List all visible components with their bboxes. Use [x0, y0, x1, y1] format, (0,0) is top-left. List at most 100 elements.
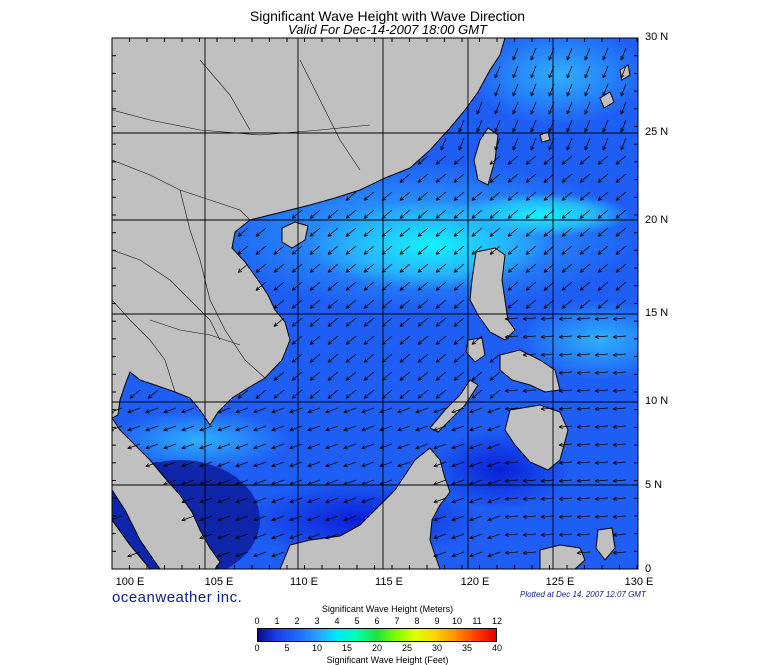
wave-arrow: [199, 479, 213, 485]
wave-arrowhead: [507, 304, 511, 309]
wave-arrow: [559, 389, 573, 392]
wave-arrowhead: [453, 250, 457, 255]
wave-arrowhead: [255, 252, 261, 255]
wave-arrowhead: [417, 306, 423, 309]
wave-arrowhead: [489, 394, 493, 399]
wave-arrow: [433, 443, 447, 449]
wave-arrowhead: [525, 270, 531, 273]
wave-arrowhead: [469, 499, 473, 503]
wave-arrow: [361, 479, 375, 485]
wave-arrowhead: [397, 463, 401, 467]
wave-arrowhead: [345, 268, 349, 273]
wave-arrowhead: [576, 406, 581, 410]
wave-arrowhead: [504, 478, 509, 482]
wave-arrow: [620, 119, 627, 133]
wave-arrow: [345, 227, 357, 237]
wave-arrow: [489, 227, 501, 237]
wave-arrowhead: [217, 445, 221, 449]
wave-arrowhead: [525, 252, 531, 255]
wave-arrowhead: [363, 322, 367, 327]
wave-arrow: [307, 461, 321, 467]
wave-arrow: [620, 101, 627, 115]
wave-arrowhead: [181, 445, 185, 449]
wave-arrow: [559, 479, 573, 482]
wave-arrow: [235, 515, 249, 521]
wave-arrowhead: [237, 250, 241, 255]
wave-arrowhead: [381, 342, 387, 345]
wave-arrow: [127, 407, 141, 413]
wave-arrow: [451, 407, 465, 413]
wave-arrowhead: [417, 180, 423, 183]
wave-arrowhead: [576, 480, 581, 483]
wave-arrowhead: [453, 286, 457, 291]
wave-arrowhead: [309, 216, 315, 219]
wave-arrowhead: [615, 252, 621, 255]
wave-arrowhead: [476, 111, 481, 115]
wave-arrowhead: [469, 553, 473, 557]
wave-arrowhead: [381, 378, 387, 381]
wave-arrow: [543, 299, 555, 309]
wave-arrow: [345, 317, 357, 327]
wave-arrowhead: [327, 270, 333, 273]
wave-arrowhead: [504, 390, 509, 393]
wave-arrow: [584, 65, 591, 79]
wave-arrowhead: [291, 376, 295, 381]
wave-arrowhead: [435, 252, 441, 255]
wave-arrow: [289, 533, 303, 539]
wave-arrow: [307, 533, 321, 539]
brand-logo: oceanweather inc.: [112, 589, 243, 606]
wave-arrowhead: [433, 553, 437, 557]
wave-arrow: [543, 227, 555, 237]
wave-arrow: [487, 551, 501, 557]
wave-arrowhead: [558, 390, 563, 393]
wave-arrowhead: [147, 394, 151, 399]
wave-arrowhead: [129, 396, 135, 399]
wave-arrow: [525, 209, 537, 219]
wave-arrowhead: [453, 232, 457, 237]
wave-arrow: [217, 407, 231, 413]
wave-arrowhead: [494, 129, 499, 133]
wave-arrowhead: [525, 250, 529, 255]
wave-arrow: [577, 461, 591, 464]
wave-arrow: [507, 245, 519, 255]
wave-arrow: [559, 407, 573, 410]
wave-arrow: [145, 443, 159, 449]
lat-label-10: 10 N: [645, 395, 669, 407]
wave-arrowhead: [363, 358, 367, 363]
wave-arrow: [512, 101, 519, 115]
wave-arrowhead: [507, 198, 513, 201]
wave-arrow: [595, 335, 609, 338]
wave-arrowhead: [543, 304, 547, 309]
wave-arrow: [181, 407, 195, 413]
wave-arrowhead: [507, 180, 513, 183]
wave-arrowhead: [522, 496, 527, 500]
wave-arrowhead: [309, 376, 313, 381]
wave-arrow: [327, 299, 339, 309]
wave-arrow: [417, 389, 429, 399]
wave-arrow: [399, 353, 411, 363]
wave-arrowhead: [594, 478, 599, 482]
legend-meters-tick: 9: [434, 616, 440, 626]
wave-arrowhead: [558, 460, 563, 464]
wave-arrowhead: [597, 198, 603, 201]
wave-arrowhead: [615, 232, 619, 237]
wave-arrowhead: [615, 214, 619, 219]
wave-arrow: [325, 497, 339, 503]
wave-arrow: [595, 407, 609, 410]
wave-arrowhead: [343, 409, 347, 413]
wave-arrow: [399, 317, 411, 327]
wave-arrow: [327, 209, 339, 219]
wave-arrow: [613, 389, 627, 392]
wave-arrowhead: [255, 286, 259, 291]
wave-arrowhead: [435, 196, 439, 201]
wave-arrow: [417, 245, 429, 255]
wave-arrow: [112, 407, 123, 413]
wave-arrowhead: [487, 517, 491, 521]
wave-arrowhead: [558, 318, 563, 321]
wave-arrowhead: [507, 178, 511, 183]
wave-arrowhead: [291, 270, 297, 273]
wave-arrowhead: [435, 270, 441, 273]
wave-arrowhead: [594, 424, 599, 428]
legend-feet-tick: 5: [284, 643, 290, 653]
wave-arrowhead: [576, 496, 581, 500]
